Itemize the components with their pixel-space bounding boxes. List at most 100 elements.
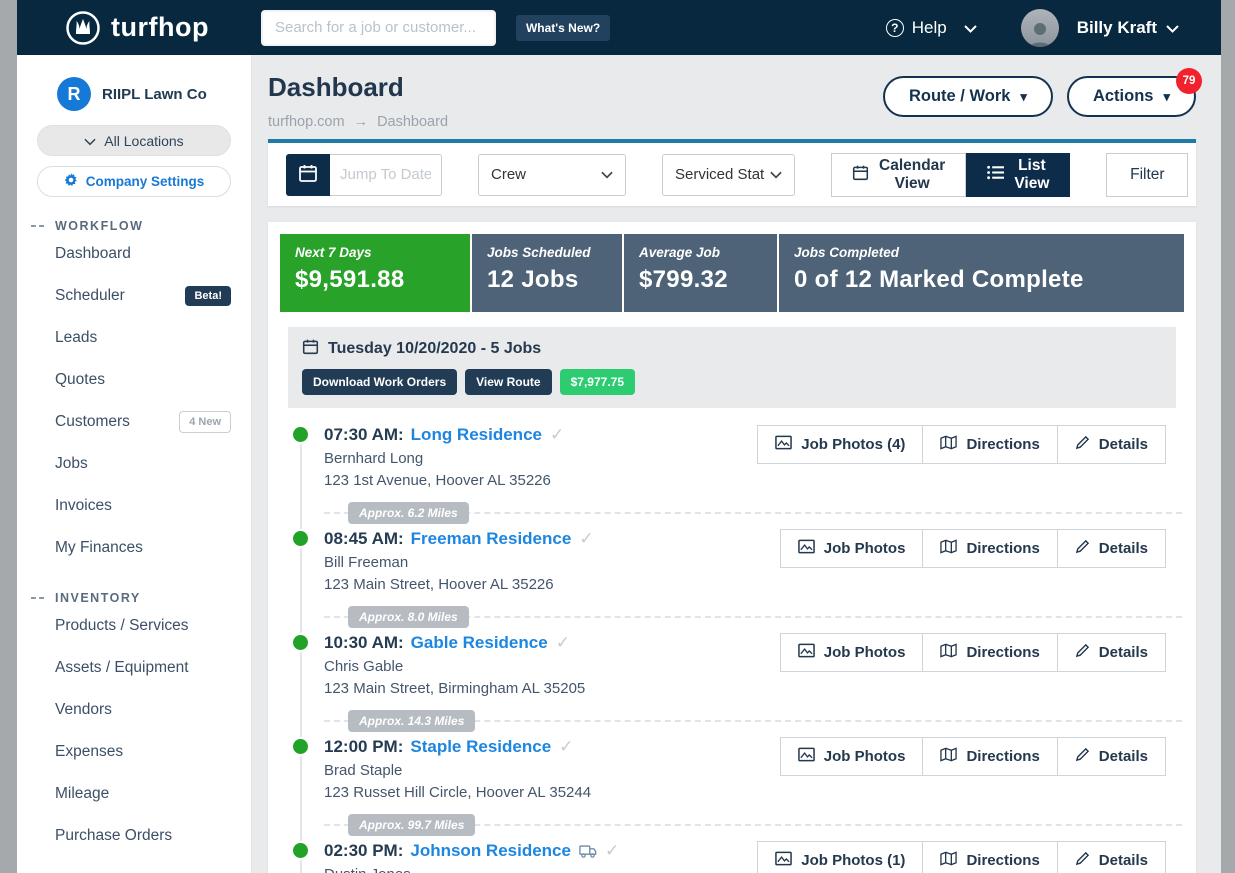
crew-select[interactable]: Crew [478,153,626,196]
map-icon [940,643,958,662]
section-dashes-decoration [31,597,44,600]
serviced-status-select[interactable]: Serviced Stat [662,153,795,196]
job-status-dot [291,529,310,548]
sidebar-item-jobs[interactable]: Jobs [55,455,88,472]
user-avatar[interactable] [1020,8,1059,47]
section-dashes-decoration [31,225,44,228]
sidebar-item-products-services[interactable]: Products / Services [55,617,189,634]
sidebar-item-scheduler[interactable]: Scheduler Beta! [55,275,231,317]
job-residence-link[interactable]: Staple Residence [410,737,552,756]
company-logo: R [57,77,91,111]
actions-button[interactable]: Actions ▾ 79 [1066,68,1202,117]
miles-badge: Approx. 6.2 Miles [348,502,469,524]
filter-button[interactable]: Filter [1106,152,1189,197]
jump-to-date-input[interactable] [330,153,442,196]
sidebar-item-assets-equipment[interactable]: Assets / Equipment [55,659,189,676]
details-button[interactable]: Details [1056,737,1166,776]
day-header: Tuesday 10/20/2020 - 5 Jobs Download Wor… [288,327,1176,408]
sidebar-item-quotes[interactable]: Quotes [55,371,105,388]
pencil-icon [1075,435,1090,454]
breadcrumb-root[interactable]: turfhop.com [268,114,345,130]
job-customer-name: Brad Staple [324,762,403,779]
help-menu[interactable]: ? Help [885,17,977,38]
job-residence-link[interactable]: Johnson Residence [410,841,571,860]
calendar-icon [302,338,319,360]
directions-button[interactable]: Directions [922,425,1058,464]
truck-icon [579,844,597,858]
breadcrumb: turfhop.com → Dashboard [268,114,448,130]
gear-icon [64,173,78,190]
job-status-dot [291,425,310,444]
content-card: Next 7 Days $9,591.88 Jobs Scheduled 12 … [268,222,1196,873]
sidebar-item-vendors[interactable]: Vendors [55,701,112,718]
list-icon [987,165,1005,185]
day-total-badge[interactable]: $7,977.75 [559,369,635,395]
jump-to-date-calendar-button[interactable] [286,153,330,196]
sidebar-item-dashboard[interactable]: Dashboard [55,245,131,262]
download-work-orders-button[interactable]: Download Work Orders [302,369,458,395]
check-icon: ✓ [555,633,570,652]
job-residence-link[interactable]: Long Residence [410,425,542,444]
directions-button[interactable]: Directions [922,841,1058,873]
sidebar-item-leads[interactable]: Leads [55,329,98,346]
job-separator: Approx. 6.2 Miles [324,502,1182,524]
pencil-icon [1075,747,1090,766]
route-work-button[interactable]: Route / Work ▾ [882,76,1053,117]
stat-average-job: Average Job $799.32 [624,234,777,312]
inventory-section: INVENTORY Products / Services Assets / E… [17,591,251,857]
job-address: 123 Russet Hill Circle, Hoover AL 35244 [324,784,592,801]
workflow-section-label: WORKFLOW [31,219,251,233]
calendar-view-button[interactable]: Calendar View [831,152,967,197]
view-route-button[interactable]: View Route [465,369,552,395]
sidebar-item-mileage[interactable]: Mileage [55,785,110,802]
job-customer-name: Chris Gable [324,658,404,675]
miles-badge: Approx. 8.0 Miles [348,606,469,628]
topbar-right: ? Help Billy Kraft [885,8,1179,47]
job-separator: Approx. 8.0 Miles [324,606,1182,628]
sidebar-item-customers[interactable]: Customers 4 New [55,401,231,443]
job-photos-button[interactable]: Job Photos (4) [757,425,924,464]
help-label: Help [911,17,947,37]
job-photos-button[interactable]: Job Photos [779,633,924,672]
job-residence-link[interactable]: Freeman Residence [410,529,572,548]
sidebar: R RIIPL Lawn Co All Locations Company Se… [17,55,252,873]
job-status-dot [291,737,310,756]
map-icon [940,851,958,870]
brand[interactable]: turfhop [65,10,209,46]
check-icon: ✓ [559,737,574,756]
job-photos-button[interactable]: Job Photos [779,737,924,776]
user-menu[interactable]: Billy Kraft [1077,18,1179,38]
job-residence-link[interactable]: Gable Residence [410,633,548,652]
check-icon: ✓ [604,841,620,860]
photo-icon [775,435,793,454]
search-input[interactable] [260,9,496,46]
job-row: 07:30 AM: Long Residence ✓ Bernhard Long… [288,422,1184,526]
sidebar-item-purchase-orders[interactable]: Purchase Orders [55,827,173,844]
chevron-down-icon [84,133,96,149]
directions-button[interactable]: Directions [922,737,1058,776]
sidebar-item-my-finances[interactable]: My Finances [55,539,143,556]
job-photos-button[interactable]: Job Photos [779,529,924,568]
calendar-icon [852,164,869,186]
job-customer-name: Bill Freeman [324,554,409,571]
details-button[interactable]: Details [1056,633,1166,672]
check-icon: ✓ [579,529,594,548]
list-view-button[interactable]: List View [966,152,1071,197]
sidebar-item-expenses[interactable]: Expenses [55,743,124,760]
map-icon [940,539,958,558]
whats-new-button[interactable]: What's New? [515,14,611,41]
user-name: Billy Kraft [1076,17,1157,37]
details-button[interactable]: Details [1056,425,1166,464]
actions-count-badge: 79 [1176,68,1202,94]
company-settings-button[interactable]: Company Settings [37,166,231,197]
job-time: 12:00 PM: [324,737,404,756]
details-button[interactable]: Details [1056,841,1166,873]
stats-bar: Next 7 Days $9,591.88 Jobs Scheduled 12 … [280,234,1184,312]
locations-dropdown[interactable]: All Locations [37,125,231,156]
details-button[interactable]: Details [1056,529,1166,568]
directions-button[interactable]: Directions [922,529,1058,568]
directions-button[interactable]: Directions [922,633,1058,672]
sidebar-item-invoices[interactable]: Invoices [55,497,112,514]
job-photos-button[interactable]: Job Photos (1) [757,841,924,873]
breadcrumb-current: Dashboard [377,114,449,130]
